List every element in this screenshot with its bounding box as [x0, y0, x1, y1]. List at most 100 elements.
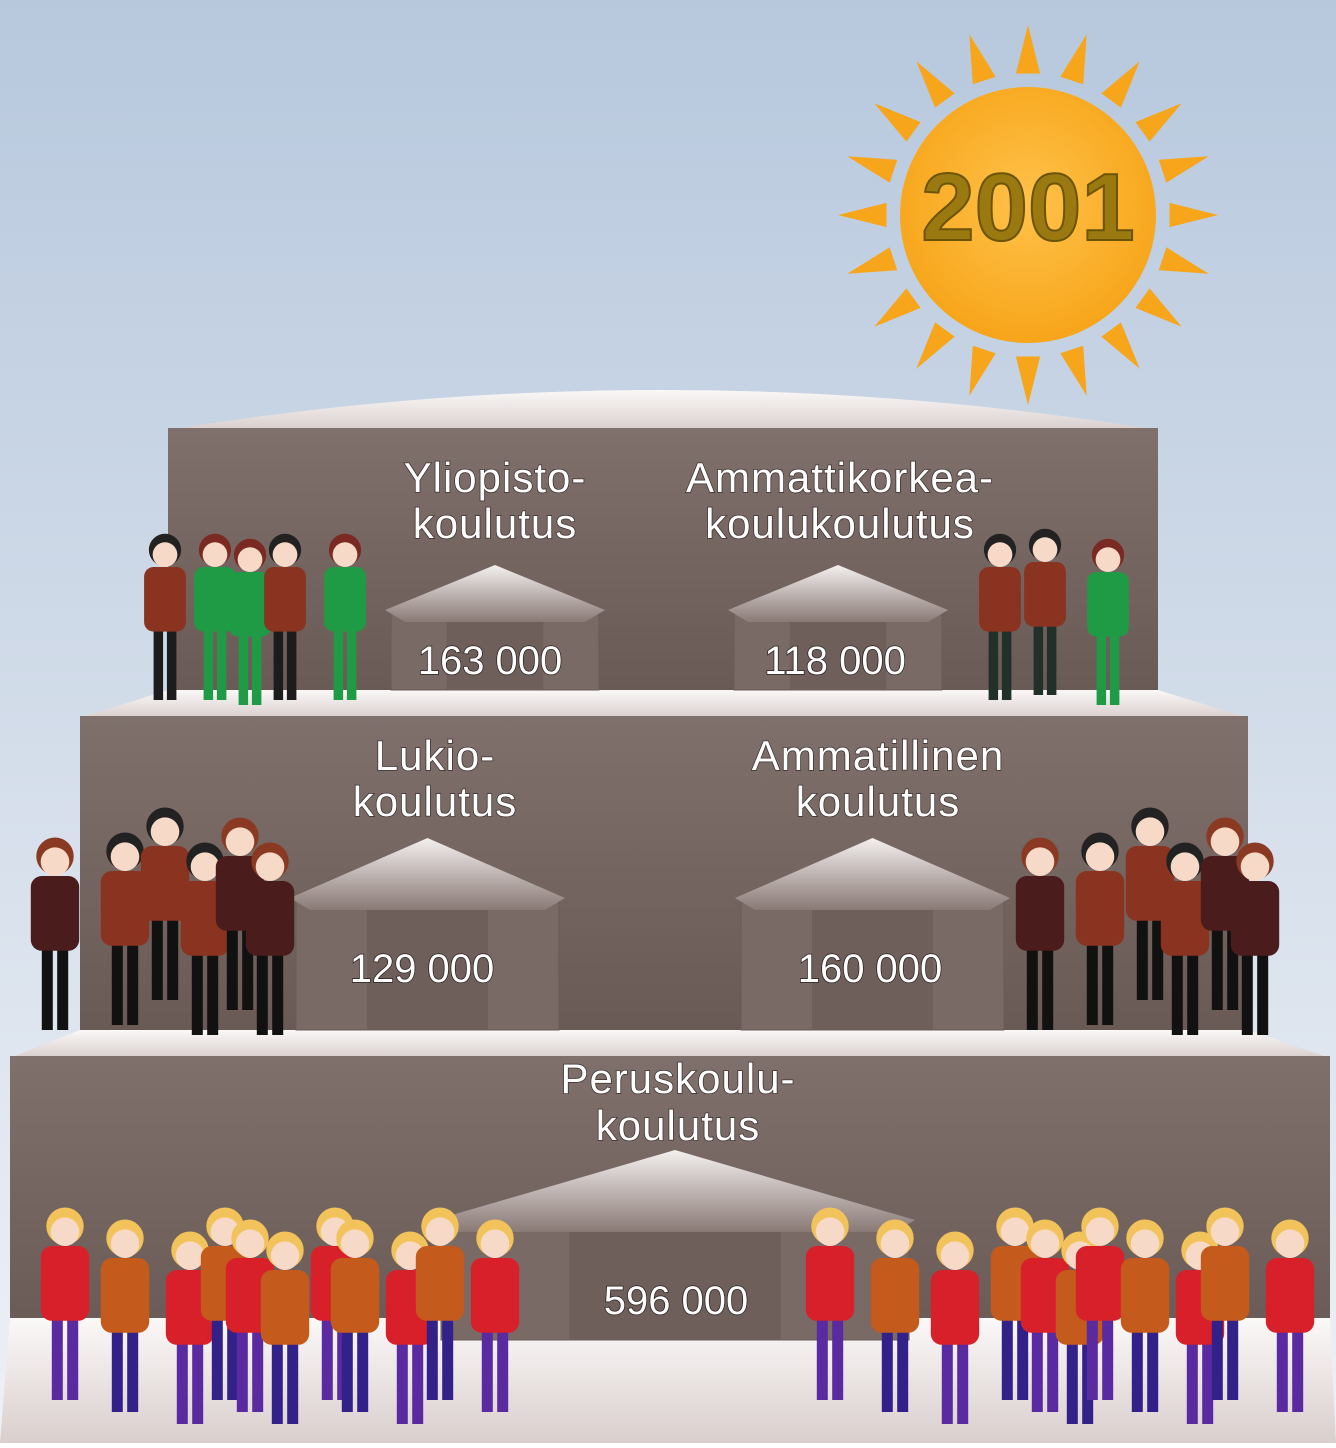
level-label: koulukoulutus: [705, 500, 975, 547]
person-leg: [272, 947, 283, 1035]
person-head: [273, 542, 298, 567]
person-leg: [1132, 1324, 1143, 1412]
person-head: [1136, 817, 1165, 846]
person-leg: [347, 624, 357, 700]
person-head: [941, 1241, 970, 1270]
person-leg: [207, 947, 218, 1035]
person-head: [153, 542, 178, 567]
person-leg: [1212, 1312, 1223, 1400]
person-head: [1026, 847, 1055, 876]
person-head: [1001, 1217, 1030, 1246]
person-body: [806, 1246, 854, 1321]
person-body: [931, 1270, 979, 1345]
person-leg: [237, 1324, 248, 1412]
person-body: [264, 567, 306, 632]
person-leg: [1087, 937, 1098, 1025]
person-leg: [334, 624, 344, 700]
person-leg: [1227, 1312, 1238, 1400]
level-label: Yliopisto-: [404, 454, 587, 501]
person-leg: [287, 624, 297, 700]
person-leg: [42, 942, 53, 1030]
person-leg: [177, 1336, 188, 1424]
person-leg: [989, 624, 999, 700]
person-leg: [1147, 1324, 1158, 1412]
person-leg: [957, 1336, 968, 1424]
level-label: Peruskoulu-: [560, 1055, 795, 1102]
person-head: [481, 1229, 510, 1258]
person-head: [426, 1217, 455, 1246]
person-head: [1033, 537, 1058, 562]
person-head: [271, 1241, 300, 1270]
level-label: Ammatillinen: [752, 732, 1004, 779]
person-leg: [167, 912, 178, 1000]
person-leg: [897, 1324, 908, 1412]
level-value: 160 000: [798, 947, 943, 991]
year: 2001: [921, 154, 1135, 261]
person-leg: [127, 937, 138, 1025]
person-leg: [497, 1324, 508, 1412]
person-leg: [1027, 942, 1038, 1030]
person-leg: [192, 1336, 203, 1424]
person-leg: [832, 1312, 843, 1400]
person-body: [1076, 871, 1124, 946]
person-body: [1024, 562, 1066, 627]
person-head: [191, 852, 220, 881]
person-leg: [272, 1336, 283, 1424]
level-value: 163 000: [418, 639, 563, 683]
level-value: 596 000: [604, 1279, 749, 1323]
person-leg: [154, 624, 164, 700]
person-leg: [1097, 629, 1107, 705]
person-leg: [1187, 947, 1198, 1035]
person-head: [816, 1217, 845, 1246]
person-leg: [112, 1324, 123, 1412]
person-leg: [227, 922, 238, 1010]
person-leg: [57, 942, 68, 1030]
person-head: [988, 542, 1013, 567]
person-leg: [1034, 619, 1044, 695]
person-body: [1231, 881, 1279, 956]
person-head: [111, 1229, 140, 1258]
infographic: 2001 Yliopisto- koulutus 163 000 Ammatti…: [0, 0, 1336, 1443]
person-leg: [1067, 1336, 1078, 1424]
level-value: 129 000: [350, 947, 495, 991]
person-body: [871, 1258, 919, 1333]
person-leg: [152, 912, 163, 1000]
person-leg: [287, 1336, 298, 1424]
person-body: [1266, 1258, 1314, 1333]
level-label: Lukio-: [375, 732, 495, 779]
person-head: [1131, 1229, 1160, 1258]
person-body: [101, 1258, 149, 1333]
person-leg: [482, 1324, 493, 1412]
person-body: [1076, 1246, 1124, 1321]
person-head: [41, 847, 70, 876]
level-label: koulutus: [353, 778, 517, 825]
person-head: [51, 1217, 80, 1246]
person-leg: [1137, 912, 1148, 1000]
person-head: [1211, 827, 1240, 856]
person-leg: [412, 1336, 423, 1424]
person-body: [1121, 1258, 1169, 1333]
person-leg: [1202, 1336, 1213, 1424]
person-leg: [1212, 922, 1223, 1010]
person-leg: [274, 624, 284, 700]
person-body: [416, 1246, 464, 1321]
level-label: Ammattikorkea-: [686, 454, 994, 501]
person-head: [1171, 852, 1200, 881]
person-leg: [1002, 624, 1012, 700]
person-leg: [397, 1336, 408, 1424]
person-leg: [1102, 937, 1113, 1025]
person-head: [238, 547, 263, 572]
person-head: [1086, 1217, 1115, 1246]
person-leg: [1172, 947, 1183, 1035]
person-body: [324, 567, 366, 632]
person-leg: [1042, 942, 1053, 1030]
person-leg: [1292, 1324, 1303, 1412]
level-value: 118 000: [764, 639, 906, 683]
person-head: [1211, 1217, 1240, 1246]
person-leg: [212, 1312, 223, 1400]
person-leg: [192, 947, 203, 1035]
person-leg: [127, 1324, 138, 1412]
person-leg: [357, 1324, 368, 1412]
person-leg: [239, 629, 249, 705]
person-leg: [817, 1312, 828, 1400]
